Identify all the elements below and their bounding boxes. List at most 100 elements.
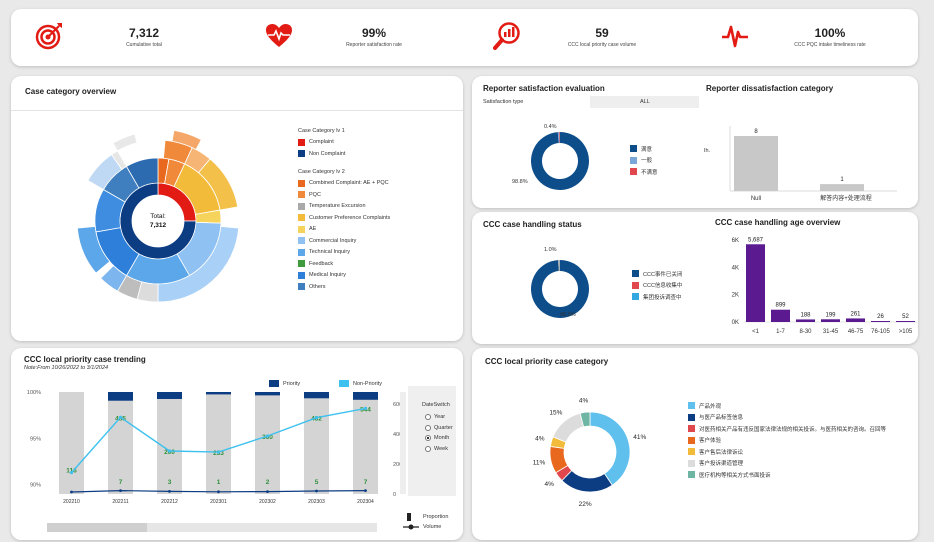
bar-priority[interactable] — [255, 392, 280, 396]
donut-segment[interactable] — [579, 411, 591, 428]
bar[interactable] — [821, 319, 840, 322]
legend-item-priority[interactable]: 与医产品标签信息 — [688, 412, 886, 424]
legend-label: CCC信息收集中 — [643, 283, 683, 290]
bar-nonpriority[interactable] — [304, 392, 329, 494]
legend-item-status[interactable]: CCC事件已关闭 — [632, 268, 682, 280]
legend-item-lv2[interactable]: Temperature Excursion — [298, 201, 390, 213]
bar[interactable] — [871, 321, 890, 322]
card-title: Reporter satisfaction evaluation — [483, 84, 605, 93]
radio-checked[interactable] — [425, 435, 431, 442]
legend-label: Combined Complaint: AE + PQC — [309, 180, 389, 187]
bar[interactable] — [896, 321, 915, 322]
bar-nonpriority[interactable] — [59, 392, 84, 494]
legend-item-status[interactable]: CCC信息收集中 — [632, 280, 682, 292]
bar-nonpriority[interactable] — [108, 392, 133, 494]
kpi-label: Cumulative total — [126, 42, 162, 48]
bar-nonpriority[interactable] — [157, 392, 182, 494]
bar-priority[interactable] — [108, 392, 133, 401]
legend-item-priority[interactable]: 客户售后法律诉讼 — [688, 446, 886, 458]
bar[interactable] — [734, 136, 778, 191]
radio-unchecked[interactable] — [425, 414, 431, 421]
axis-scroll-track[interactable] — [400, 392, 406, 494]
nonpriority-point[interactable] — [118, 415, 123, 419]
legend-item-status[interactable]: 集团投诉调查中 — [632, 291, 682, 303]
donut-segment[interactable] — [559, 132, 560, 144]
legend-item-priority[interactable]: 对医药相关产品有违反国家法律法规的相关投诉。与医药相关的咨询。召回等 — [688, 423, 886, 435]
sunburst-segment[interactable] — [125, 157, 159, 189]
sunburst-segment[interactable] — [171, 129, 202, 151]
slice-pct-label: 11% — [533, 459, 546, 466]
priority-point[interactable] — [119, 489, 122, 492]
bar-nonpriority[interactable] — [206, 392, 231, 494]
legend-item-satisfaction[interactable]: 一般 — [630, 155, 658, 167]
donut-segment[interactable] — [552, 412, 585, 443]
sunburst-segment[interactable] — [76, 226, 111, 274]
legend-item-priority[interactable]: 医疗机构等相关方式书面投诉 — [688, 469, 886, 481]
dateswitch-option[interactable]: Quarter — [425, 423, 453, 434]
legend-item-priority[interactable]: 产品外观 — [688, 400, 886, 412]
legend-item-lv2[interactable]: Feedback — [298, 258, 390, 270]
trending-scrollbar[interactable] — [47, 523, 377, 532]
legend-item-priority[interactable]: 客户投诉渠道管理 — [688, 458, 886, 470]
legend-item-lv2[interactable]: Customer Preference Complaints — [298, 212, 390, 224]
bar[interactable] — [796, 319, 815, 322]
legend-label: 集团投诉调查中 — [643, 294, 682, 301]
priority-point[interactable] — [70, 490, 73, 494]
legend-label: 医疗机构等相关方式书面投诉 — [699, 472, 771, 479]
bar-value-label: 26 — [877, 314, 884, 320]
bar-nonpriority[interactable] — [255, 392, 280, 494]
satisfaction-filter-select[interactable]: ALL — [590, 96, 699, 108]
legend-item-lv2[interactable]: Combined Complaint: AE + PQC — [298, 178, 390, 190]
legend-item-lv1[interactable]: Non Complaint — [298, 148, 345, 160]
sunburst-chart: Total: 7,312 — [76, 129, 240, 303]
legend-swatch — [298, 191, 305, 199]
legend-item-satisfaction[interactable]: 不满意 — [630, 166, 658, 178]
bar-priority[interactable] — [353, 392, 378, 400]
bar[interactable] — [846, 318, 865, 322]
nonpriority-point[interactable] — [167, 449, 172, 453]
legend-lv2: Case Category lv 2 Combined Complaint: A… — [298, 166, 390, 293]
donut-segment[interactable] — [557, 260, 560, 272]
priority-point[interactable] — [315, 489, 318, 493]
legend-item-lv1[interactable]: Complaint — [298, 137, 345, 149]
legend-item-lv2[interactable]: PQC — [298, 189, 390, 201]
legend-item-lv2[interactable]: AE — [298, 224, 390, 236]
sunburst-segment[interactable] — [197, 158, 239, 211]
dateswitch-option[interactable]: Week — [425, 444, 453, 455]
donut-segment[interactable] — [561, 469, 613, 493]
legend-item-lv2[interactable]: Others — [298, 281, 390, 293]
sunburst-segment[interactable] — [100, 264, 128, 292]
bar-priority[interactable] — [157, 392, 182, 399]
donut-segment[interactable] — [589, 411, 631, 486]
legend-item-satisfaction[interactable]: 满意 — [630, 143, 658, 155]
radio-unchecked[interactable] — [425, 445, 431, 452]
sunburst-segment[interactable] — [110, 150, 128, 170]
nonpriority-point[interactable] — [265, 434, 270, 438]
legend-item-lv2[interactable]: Technical Inquiry — [298, 247, 390, 259]
bar[interactable] — [771, 309, 790, 322]
dateswitch-option[interactable]: Year — [425, 412, 453, 423]
nonpriority-point[interactable] — [314, 416, 319, 420]
priority-point[interactable] — [364, 489, 367, 492]
donut-segment[interactable] — [531, 132, 589, 190]
bar[interactable] — [746, 244, 765, 322]
radio-unchecked[interactable] — [425, 424, 431, 431]
bar-priority[interactable] — [206, 392, 231, 395]
sunburst-segment[interactable] — [112, 133, 138, 152]
priority-point[interactable] — [168, 490, 171, 493]
donut-segment[interactable] — [531, 260, 589, 318]
bar-priority[interactable] — [304, 392, 329, 399]
nonpriority-point[interactable] — [216, 450, 221, 454]
nonpriority-point[interactable] — [363, 406, 368, 410]
legend-item-lv2[interactable]: Commercial Inquiry — [298, 235, 390, 247]
legend-item-lv2[interactable]: Medical Inquiry — [298, 270, 390, 282]
dateswitch-option[interactable]: Month — [425, 433, 453, 444]
priority-point[interactable] — [217, 490, 220, 494]
bar[interactable] — [820, 184, 864, 191]
scrollbar-thumb[interactable] — [47, 523, 147, 532]
nonpriority-point[interactable] — [69, 471, 74, 475]
priority-point[interactable] — [266, 490, 269, 493]
legend-item-priority[interactable]: 客户体验 — [688, 435, 886, 447]
donut-segment[interactable] — [557, 132, 560, 144]
nonpriority-label: Non-Priority — [353, 380, 383, 387]
